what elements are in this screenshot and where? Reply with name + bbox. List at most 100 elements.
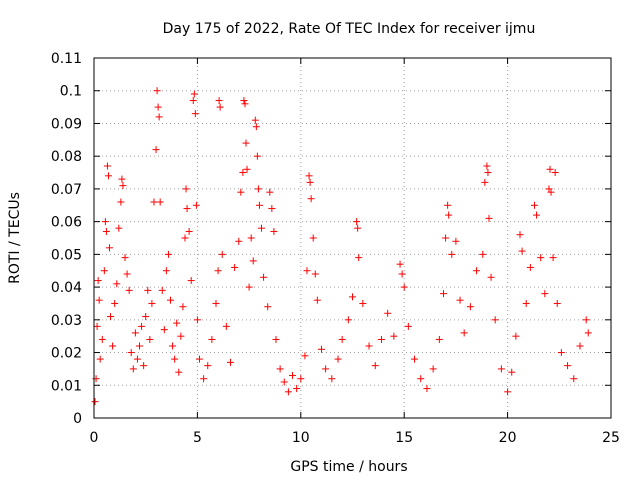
data-point (231, 263, 239, 271)
data-point (191, 110, 199, 118)
data-point (497, 365, 505, 373)
data-point (344, 316, 352, 324)
data-point (135, 342, 143, 350)
data-point (445, 211, 453, 219)
data-point (354, 224, 362, 232)
data-point (243, 165, 251, 173)
data-point (167, 296, 175, 304)
data-point (121, 254, 129, 262)
data-point (131, 329, 139, 337)
data-point (460, 329, 468, 337)
data-point (411, 355, 419, 363)
y-tick-label: 0.04 (51, 280, 82, 296)
data-point (155, 113, 163, 121)
data-point (456, 296, 464, 304)
data-point (235, 237, 243, 245)
data-point (255, 201, 263, 209)
data-point (473, 267, 481, 275)
data-point (173, 319, 181, 327)
data-point (247, 234, 255, 242)
data-point (512, 332, 520, 340)
data-point (185, 227, 193, 235)
data-point (537, 254, 545, 262)
data-point (429, 365, 437, 373)
x-tick-label: 15 (395, 430, 413, 446)
data-point (177, 332, 185, 340)
data-point (546, 165, 554, 173)
data-point (226, 358, 234, 366)
data-point (466, 303, 474, 311)
data-point (303, 267, 311, 275)
data-point (129, 365, 137, 373)
data-point (280, 378, 288, 386)
data-point (212, 299, 220, 307)
data-point (95, 296, 103, 304)
data-point (222, 322, 230, 330)
data-point (268, 205, 276, 213)
chart-title: Day 175 of 2022, Rate Of TEC Index for r… (163, 21, 536, 37)
data-point (322, 365, 330, 373)
data-point (483, 162, 491, 170)
x-tick-label: 25 (602, 430, 620, 446)
data-point (551, 169, 559, 177)
data-point (264, 303, 272, 311)
data-point (100, 267, 108, 275)
data-point (334, 355, 342, 363)
data-point (241, 100, 249, 108)
grid-lines (94, 58, 611, 418)
data-point (307, 195, 315, 203)
data-point (200, 375, 208, 383)
y-tick-label: 0.08 (51, 149, 82, 165)
data-point (183, 205, 191, 213)
y-tick-label: 0.06 (51, 215, 82, 231)
data-point (564, 362, 572, 370)
data-point (270, 227, 278, 235)
data-point (516, 231, 524, 239)
data-point (187, 277, 195, 285)
data-point (216, 103, 224, 111)
data-point (113, 280, 121, 288)
data-point (557, 349, 565, 357)
data-point (293, 385, 301, 393)
data-point (484, 169, 492, 177)
data-point (144, 286, 152, 294)
data-point (553, 299, 561, 307)
data-point (423, 385, 431, 393)
data-point (118, 175, 126, 183)
data-point (305, 172, 313, 180)
data-point (400, 283, 408, 291)
y-tick-labels: 0 0.01 0.02 0.03 0.04 0.05 0.06 0.07 0.08 0.09 0.1… (51, 51, 82, 427)
data-point (508, 368, 516, 376)
data-point (328, 375, 336, 383)
data-point (439, 290, 447, 298)
data-point (179, 303, 187, 311)
x-tick-label: 0 (90, 430, 99, 446)
data-point (504, 388, 512, 396)
data-point (192, 201, 200, 209)
data-point (93, 322, 101, 330)
data-point (541, 290, 549, 298)
data-point (306, 178, 314, 186)
data-point (103, 162, 111, 170)
data-point (266, 188, 274, 196)
data-point (253, 152, 261, 160)
data-point (522, 299, 530, 307)
data-point (359, 299, 367, 307)
data-point (284, 388, 292, 396)
data-point (101, 218, 109, 226)
data-point (214, 267, 222, 275)
data-point (526, 263, 534, 271)
data-point (119, 182, 127, 190)
data-point (444, 201, 452, 209)
data-point (111, 299, 119, 307)
data-point (245, 283, 253, 291)
data-point (182, 185, 190, 193)
data-point (258, 224, 266, 232)
data-point (530, 201, 538, 209)
y-tick-label: 0.05 (51, 247, 82, 263)
data-point (106, 244, 114, 252)
data-point (301, 352, 309, 360)
data-point (94, 277, 102, 285)
data-point (158, 286, 166, 294)
data-point (162, 267, 170, 275)
